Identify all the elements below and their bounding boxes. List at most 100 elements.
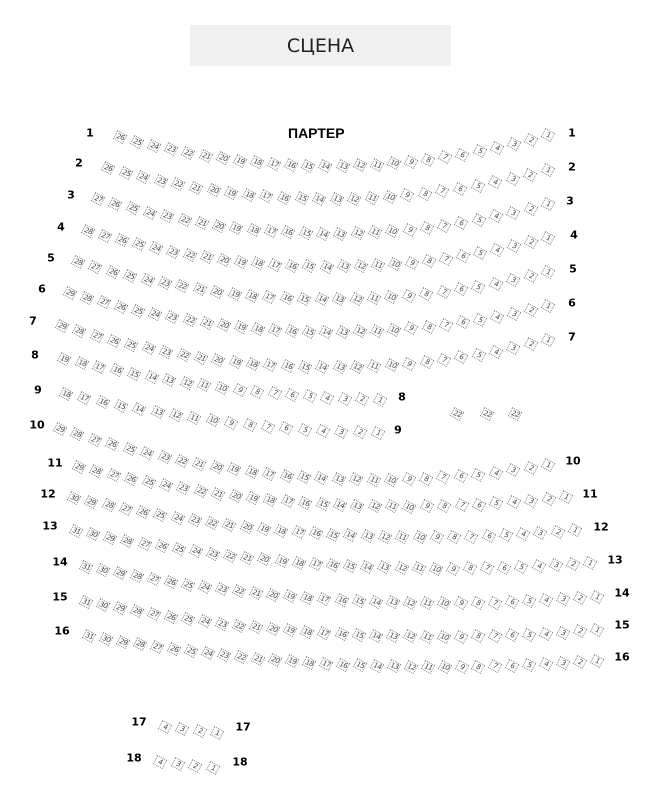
seat-row12-6[interactable]: 6 <box>481 528 496 543</box>
seat-row9-10[interactable]: 10 <box>205 413 221 428</box>
seat-row2-25[interactable]: 25 <box>118 165 133 180</box>
seat-row10-2[interactable]: 2 <box>523 460 538 475</box>
seat-row14-4[interactable]: 4 <box>538 593 554 608</box>
seat-row2-21[interactable]: 21 <box>188 180 204 195</box>
seat-row1-4[interactable]: 4 <box>489 140 504 155</box>
seat-row8-11[interactable]: 11 <box>197 378 212 393</box>
seat-row16-24[interactable]: 24 <box>200 646 215 661</box>
seat-row1-24[interactable]: 24 <box>147 138 162 153</box>
seat-row9-8[interactable]: 8 <box>242 417 257 432</box>
seat-row14-15[interactable]: 15 <box>351 593 366 608</box>
seat-row13-6[interactable]: 6 <box>497 560 512 575</box>
seat-row9-16[interactable]: 16 <box>95 394 110 409</box>
seat-row10-8[interactable]: 8 <box>418 471 434 486</box>
seat-row13-18[interactable]: 18 <box>291 555 306 570</box>
seat-row7-3[interactable]: 3 <box>506 341 521 356</box>
seat-row8-5[interactable]: 5 <box>302 389 317 404</box>
seat-row7-9[interactable]: 9 <box>401 356 417 371</box>
seat-row10-13[interactable]: 13 <box>331 471 347 486</box>
seat-row1-10[interactable]: 10 <box>386 156 402 171</box>
seat-row11-4[interactable]: 4 <box>506 495 522 510</box>
seat-row1-8[interactable]: 8 <box>420 152 436 167</box>
seat-row15-31[interactable]: 31 <box>78 595 94 609</box>
seat-row2-3[interactable]: 3 <box>505 171 521 186</box>
seat-row11-12[interactable]: 12 <box>367 499 382 514</box>
seat-row13-25[interactable]: 25 <box>171 541 187 556</box>
seat-row13-16[interactable]: 16 <box>325 558 341 572</box>
seat-row4-6[interactable]: 6 <box>455 249 471 264</box>
seat-row8-15[interactable]: 15 <box>127 366 142 381</box>
seat-row4-11[interactable]: 11 <box>370 258 385 273</box>
seat-row13-15[interactable]: 15 <box>342 558 358 573</box>
seat-row2-26[interactable]: 26 <box>100 161 116 175</box>
seat-row10-22[interactable]: 22 <box>174 453 190 468</box>
seat-row15-12[interactable]: 12 <box>402 629 417 644</box>
seat-row5-8[interactable]: 8 <box>418 286 434 301</box>
seat-row16-31[interactable]: 31 <box>81 629 97 643</box>
seat-row6-3[interactable]: 3 <box>506 306 522 321</box>
seat-row10-28[interactable]: 28 <box>70 427 85 442</box>
seat-row5-5[interactable]: 5 <box>471 279 486 294</box>
seat-row2-12[interactable]: 12 <box>347 191 362 206</box>
seat-row6-28[interactable]: 28 <box>79 290 95 305</box>
seat-row6-21[interactable]: 21 <box>199 315 214 330</box>
seat-row10-9[interactable]: 9 <box>401 472 416 487</box>
seat-row10-5[interactable]: 5 <box>471 467 486 482</box>
seat-row9-5[interactable]: 5 <box>297 422 312 437</box>
seat-row4-17[interactable]: 17 <box>268 257 283 272</box>
seat-row5-21[interactable]: 21 <box>192 282 208 297</box>
seat-row7-7[interactable]: 7 <box>436 352 452 367</box>
seat-row3-1[interactable]: 1 <box>540 197 556 211</box>
seat-row11-22[interactable]: 22 <box>193 484 208 498</box>
seat-row18-4[interactable]: 4 <box>152 755 168 769</box>
seat-row3-7[interactable]: 7 <box>436 218 452 233</box>
seat-row13-29[interactable]: 29 <box>103 530 118 545</box>
seat-row7-25[interactable]: 25 <box>124 337 139 352</box>
seat-row2-24[interactable]: 24 <box>135 169 151 184</box>
seat-row7-4[interactable]: 4 <box>488 344 504 359</box>
seat-row4-13[interactable]: 13 <box>336 259 351 274</box>
seat-row15-11[interactable]: 11 <box>419 629 434 644</box>
seat-row8-2[interactable]: 2 <box>355 392 370 407</box>
seat-row15-2[interactable]: 2 <box>572 624 588 639</box>
seat-row3-5[interactable]: 5 <box>471 212 486 227</box>
seat-row4-14[interactable]: 14 <box>319 259 334 274</box>
seat-row5-24[interactable]: 24 <box>140 272 155 287</box>
seat-row4-15[interactable]: 15 <box>302 259 317 274</box>
seat-row3-11[interactable]: 11 <box>367 225 383 240</box>
seat-row15-29[interactable]: 29 <box>112 601 128 616</box>
seat-row15-30[interactable]: 30 <box>95 598 111 613</box>
seat-row4-24[interactable]: 24 <box>148 241 164 256</box>
seat-row5-17[interactable]: 17 <box>262 289 277 304</box>
seat-row6-20[interactable]: 20 <box>216 318 231 333</box>
seat-row12-4[interactable]: 4 <box>515 527 531 542</box>
seat-row16-13[interactable]: 13 <box>386 659 402 674</box>
seat-row3-21[interactable]: 21 <box>194 215 210 230</box>
seat-row11-11[interactable]: 11 <box>384 499 400 514</box>
seat-row5-7[interactable]: 7 <box>436 284 451 299</box>
seat-row16-25[interactable]: 25 <box>183 644 198 659</box>
seat-row5-6[interactable]: 6 <box>453 282 469 297</box>
seat-row6-10[interactable]: 10 <box>387 322 402 337</box>
seat-row4-5[interactable]: 5 <box>472 246 488 261</box>
seat-row4-20[interactable]: 20 <box>217 252 232 267</box>
seat-row13-31[interactable]: 31 <box>68 524 84 538</box>
seat-row6-18[interactable]: 18 <box>250 321 265 336</box>
seat-row3-12[interactable]: 12 <box>350 226 365 241</box>
seat-row11-21[interactable]: 21 <box>210 486 226 501</box>
seat-row16-23[interactable]: 23 <box>217 648 232 663</box>
seat-row13-11[interactable]: 11 <box>411 561 426 576</box>
seat-row11-18[interactable]: 18 <box>263 492 278 507</box>
seat-row1-2[interactable]: 2 <box>523 132 539 147</box>
seat-row16-3[interactable]: 3 <box>555 656 571 671</box>
seat-row7-14[interactable]: 14 <box>315 360 330 375</box>
seat-row7-1[interactable]: 1 <box>540 333 556 347</box>
seat-row11-26[interactable]: 26 <box>123 471 139 486</box>
seat-row6-22[interactable]: 22 <box>182 313 197 328</box>
seat-row3-9[interactable]: 9 <box>402 222 417 237</box>
seat-row13-27[interactable]: 27 <box>137 536 152 551</box>
seat-row5-23[interactable]: 23 <box>157 276 173 291</box>
seat-row6-11[interactable]: 11 <box>370 323 385 338</box>
seat-row5-11[interactable]: 11 <box>366 291 382 306</box>
seat-row11-1[interactable]: 1 <box>558 490 574 504</box>
